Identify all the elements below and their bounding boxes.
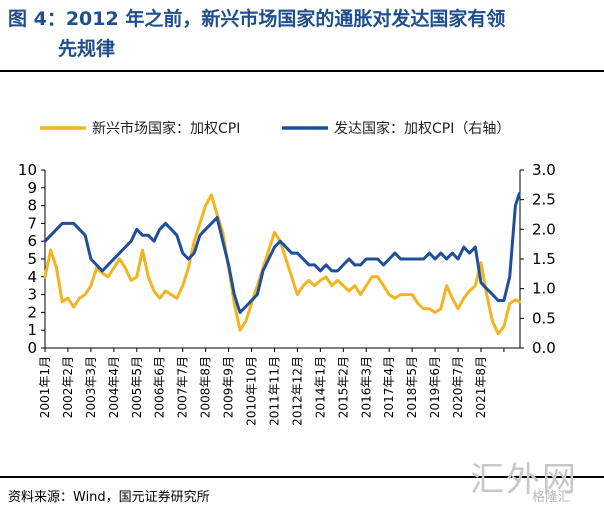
x-tick-label: 2002年2月 bbox=[61, 356, 75, 418]
y-right-tick-label: 0.5 bbox=[532, 309, 556, 327]
y-left-tick-label: 10 bbox=[18, 161, 37, 179]
x-tick-label: 2016年3月 bbox=[359, 356, 373, 418]
x-tick-label: 2015年2月 bbox=[336, 356, 350, 418]
y-right-tick-label: 2.0 bbox=[532, 220, 556, 238]
legend-label-developed-markets: 发达国家：加权CPI（右轴） bbox=[334, 120, 510, 137]
x-tick-label: 2011年11月 bbox=[267, 356, 281, 426]
y-left-tick-label: 7 bbox=[27, 214, 37, 232]
watermark-sub: 格隆汇 bbox=[532, 490, 572, 505]
y-left-tick-label: 0 bbox=[27, 339, 37, 357]
y-left-tick-label: 8 bbox=[27, 197, 37, 215]
x-tick-label: 2017年4月 bbox=[382, 356, 396, 418]
x-tick-label: 2019年6月 bbox=[428, 356, 442, 418]
bottom-rule bbox=[0, 476, 604, 478]
x-tick-label: 2014年1月 bbox=[313, 356, 327, 418]
cpi-line-chart: 新兴市场国家：加权CPI 发达国家：加权CPI（右轴） 0123456789100… bbox=[18, 120, 556, 426]
y-left-tick-label: 2 bbox=[27, 303, 37, 321]
x-tick-label: 2021年8月 bbox=[474, 356, 488, 418]
x-tick-label: 2008年8月 bbox=[199, 356, 213, 418]
watermark: 汇外网 bbox=[470, 460, 578, 500]
x-tick-label: 2003年3月 bbox=[84, 356, 98, 418]
series-line-emerging-markets bbox=[43, 193, 521, 336]
source-note: 资料来源：Wind，国元证券研究所 bbox=[8, 490, 210, 505]
y-right-tick-label: 3.0 bbox=[532, 161, 556, 179]
y-left-tick-label: 5 bbox=[27, 250, 37, 268]
figure-title-line1: 图 4：2012 年之前，新兴市场国家的通胀对发达国家有领 bbox=[8, 8, 506, 30]
y-left-tick-label: 9 bbox=[27, 179, 37, 197]
y-right-tick-label: 1.5 bbox=[532, 250, 556, 268]
top-rule bbox=[0, 70, 604, 72]
x-tick-label: 2004年4月 bbox=[107, 356, 121, 418]
y-right-tick-label: 1.0 bbox=[532, 280, 556, 298]
y-left-tick-label: 3 bbox=[27, 286, 37, 304]
chart-series-layer bbox=[43, 192, 521, 336]
x-tick-label: 2006年6月 bbox=[153, 356, 167, 418]
chart-legend: 新兴市场国家：加权CPI 发达国家：加权CPI（右轴） bbox=[40, 120, 510, 137]
figure-title-line2: 先规律 bbox=[58, 38, 116, 60]
x-tick-label: 2020年7月 bbox=[451, 356, 465, 418]
y-right-tick-label: 2.5 bbox=[532, 191, 556, 209]
y-left-tick-label: 6 bbox=[27, 232, 37, 250]
x-tick-label: 2007年7月 bbox=[176, 356, 190, 418]
x-tick-label: 2001年1月 bbox=[38, 356, 52, 418]
figure-title: 图 4：2012 年之前，新兴市场国家的通胀对发达国家有领 先规律 bbox=[8, 4, 598, 64]
y-left-tick-label: 4 bbox=[27, 268, 37, 286]
x-tick-label: 2018年5月 bbox=[405, 356, 419, 418]
y-left-tick-label: 1 bbox=[27, 321, 37, 339]
series-line-developed-markets bbox=[43, 192, 521, 314]
x-tick-label: 2012年12月 bbox=[290, 356, 304, 426]
x-tick-label: 2009年9月 bbox=[222, 356, 236, 418]
legend-label-emerging-markets: 新兴市场国家：加权CPI bbox=[92, 120, 240, 137]
x-tick-label: 2010年10月 bbox=[245, 356, 259, 426]
y-right-tick-label: 0.0 bbox=[532, 339, 556, 357]
x-tick-label: 2005年5月 bbox=[130, 356, 144, 418]
